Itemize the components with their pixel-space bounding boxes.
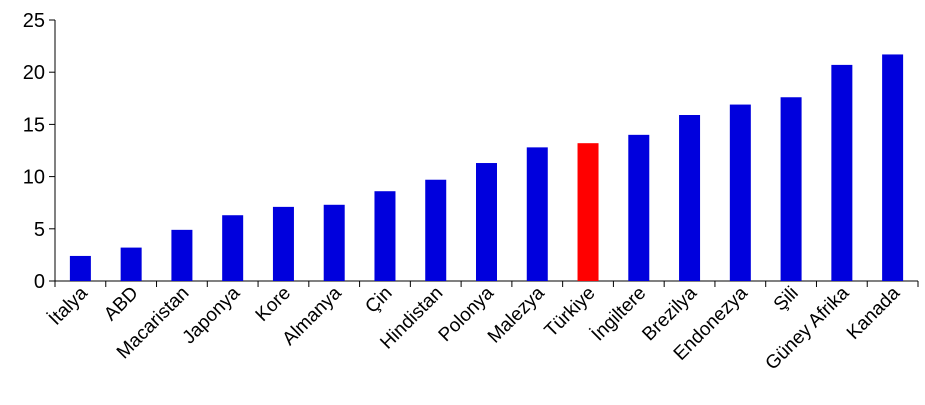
bar-i̇talya [69,255,91,281]
category-label: Malezya [484,282,549,347]
bar-polonya [476,163,497,281]
y-tick-label: 10 [23,167,45,189]
category-label: ABD [100,283,142,325]
y-tick-label: 20 [23,62,45,84]
bar-kanada [882,54,904,282]
category-label: Kanada [843,282,904,343]
bar-macaristan [171,229,193,281]
y-tick-label: 0 [34,271,45,293]
category-label: Şili [770,283,803,316]
bar-almanya [323,204,345,281]
y-tick-label: 5 [34,219,45,241]
category-label: Kore [252,283,295,326]
bar-abd [120,247,142,281]
category-label: İtalya [45,282,92,329]
bar-malezya [526,147,548,281]
category-label: İngiltere [588,283,651,346]
y-tick-label: 15 [23,114,45,136]
category-label: Japonya [179,282,245,348]
category-label: Çin [361,283,396,318]
bars [69,54,904,282]
bar-japonya [222,215,244,281]
y-tick-label: 25 [23,10,45,32]
bar-brezilya [679,115,701,281]
bar-endonezya [729,104,751,282]
bar-hindistan [425,179,447,281]
bar-kore [272,206,294,281]
bar-çin [374,191,396,281]
bar-güney-afrika [831,64,853,281]
y-axis: 0 5 10 15 20 25 [23,10,56,293]
bar-türkiye [577,143,599,281]
bar-i̇ngiltere [628,134,650,281]
bar-şili [780,97,802,281]
